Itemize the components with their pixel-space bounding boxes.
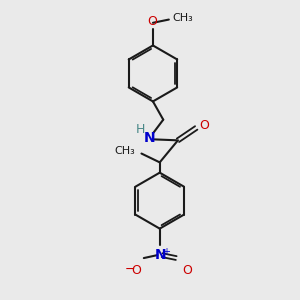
Text: +: + [162,247,170,257]
Text: N: N [154,248,166,262]
Text: O: O [131,264,141,277]
Text: −: − [125,262,136,275]
Text: O: O [182,264,192,277]
Text: CH₃: CH₃ [115,146,136,156]
Text: O: O [147,15,157,28]
Text: N: N [144,131,156,145]
Text: CH₃: CH₃ [173,13,194,23]
Text: H: H [136,123,145,136]
Text: O: O [199,119,209,132]
